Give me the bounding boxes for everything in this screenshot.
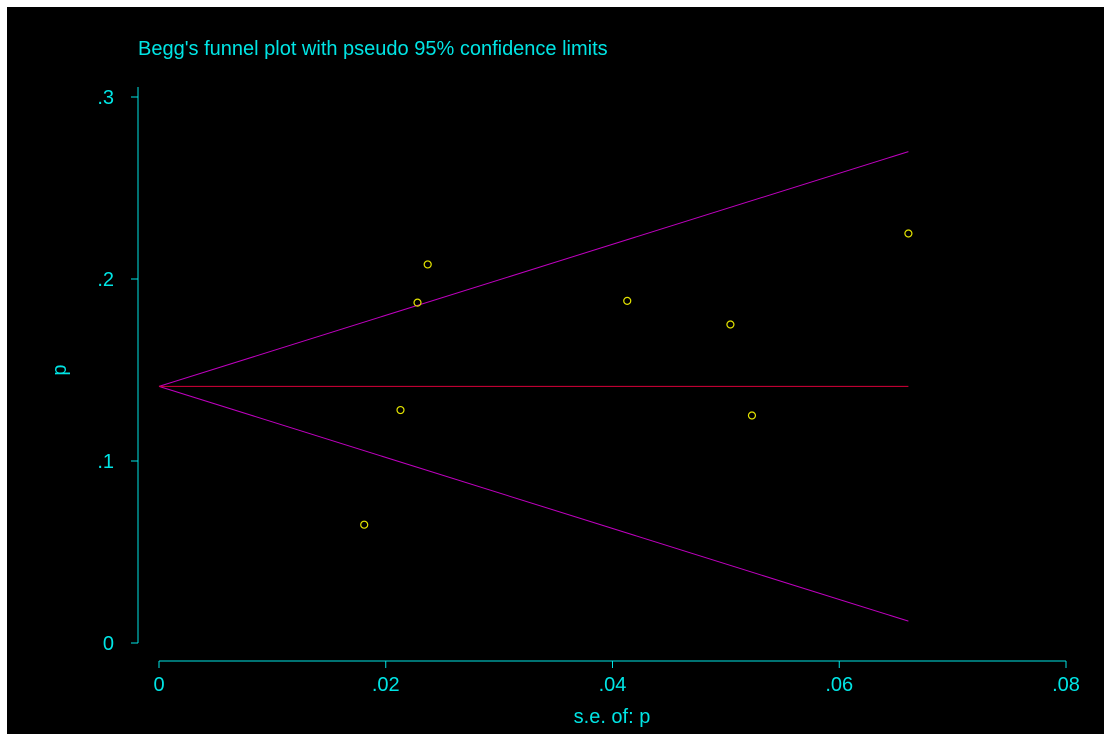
data-point xyxy=(413,298,422,307)
x-tick-label: .02 xyxy=(372,674,400,696)
lower-confidence-limit xyxy=(158,385,909,622)
x-axis-label: s.e. of: p xyxy=(574,706,651,728)
y-tick-label: 0 xyxy=(103,633,114,655)
plot-frame xyxy=(7,7,1104,734)
y-tick-label: .3 xyxy=(97,87,114,109)
y-tick-label: .2 xyxy=(97,269,114,291)
data-point xyxy=(747,411,757,420)
upper-confidence-limit xyxy=(158,151,909,387)
x-tick-label: 0 xyxy=(153,674,164,696)
data-point xyxy=(396,405,405,415)
y-axis: 0 .1 .2 .3 xyxy=(97,87,139,655)
x-tick-label: .08 xyxy=(1052,674,1080,696)
chart-title: Begg's funnel plot with pseudo 95% confi… xyxy=(138,38,608,60)
plot-lines xyxy=(158,151,909,622)
data-point xyxy=(726,320,735,329)
y-tick-label: .1 xyxy=(97,451,114,473)
data-point xyxy=(623,296,632,305)
data-point xyxy=(423,260,432,269)
x-tick-label: .06 xyxy=(825,674,853,696)
data-points xyxy=(360,229,913,529)
x-axis: 0 .02 .04 .06 .08 xyxy=(153,660,1080,696)
data-point xyxy=(360,520,369,529)
y-axis-label: p xyxy=(49,364,71,375)
data-point xyxy=(904,229,913,238)
x-tick-label: .04 xyxy=(599,674,627,696)
